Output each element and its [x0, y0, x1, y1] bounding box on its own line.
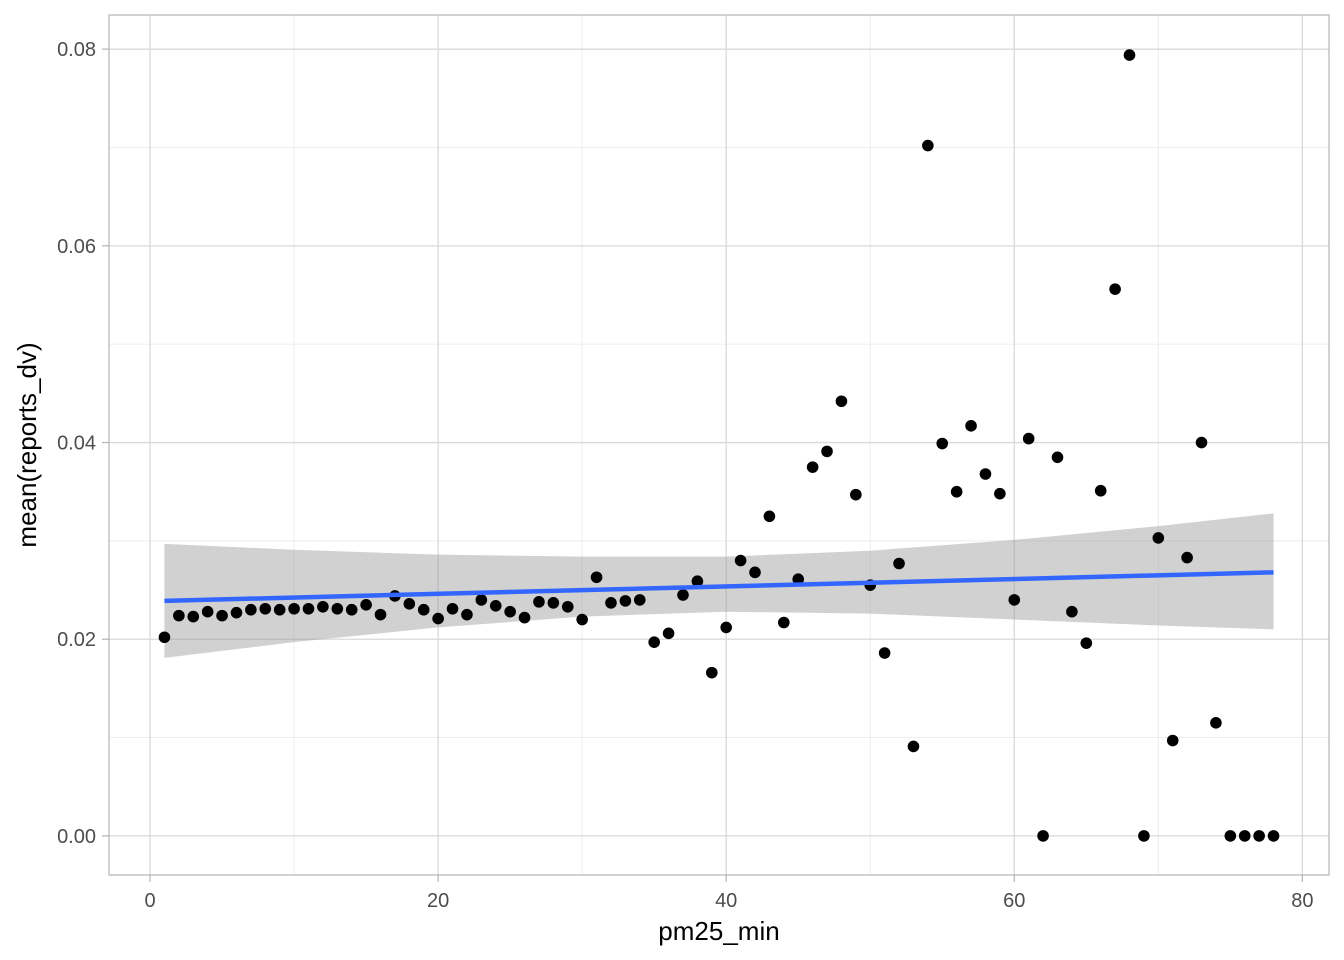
data-point: [561, 600, 574, 613]
data-point: [331, 602, 344, 615]
data-point: [1224, 830, 1237, 842]
data-points: [158, 49, 1280, 842]
data-point: [821, 445, 833, 458]
data-point: [936, 437, 949, 450]
panel-border: [108, 14, 1330, 876]
data-point: [1181, 551, 1193, 564]
data-point: [893, 557, 905, 570]
data-point: [720, 621, 733, 634]
data-point: [1267, 830, 1280, 842]
y-tick-label: 0.04: [57, 433, 96, 455]
data-point: [792, 573, 805, 586]
data-point: [619, 595, 632, 607]
data-point: [461, 608, 473, 621]
x-tick-label: 60: [1003, 890, 1025, 912]
x-axis-title: pm25_min: [658, 916, 779, 946]
y-tick-label: 0.08: [57, 39, 96, 61]
data-point: [417, 603, 430, 616]
data-point: [965, 420, 977, 432]
data-point: [1152, 532, 1165, 544]
grid-minor: [109, 15, 1329, 875]
smooth-line-group: [164, 570, 1274, 604]
data-point: [1166, 734, 1179, 747]
data-point: [259, 602, 272, 615]
data-point: [1195, 436, 1208, 449]
data-point: [345, 603, 358, 616]
data-point: [806, 461, 819, 473]
data-point: [360, 599, 372, 611]
data-point: [1080, 637, 1093, 649]
data-point: [288, 602, 300, 615]
data-point: [432, 612, 444, 625]
data-point: [691, 575, 704, 588]
data-point: [518, 611, 531, 624]
data-point: [1109, 283, 1121, 295]
data-point: [749, 566, 761, 579]
y-tick-label: 0.06: [57, 236, 96, 258]
y-tick-label: 0.02: [57, 629, 96, 651]
x-tick-labels: 0 20 40 60 80: [144, 890, 1313, 912]
data-point: [633, 594, 646, 606]
data-point: [648, 636, 660, 648]
data-point: [1138, 830, 1150, 842]
data-point: [662, 627, 675, 640]
data-point: [446, 602, 459, 615]
data-point: [302, 602, 315, 615]
y-tick-label: 0.00: [57, 826, 96, 848]
data-point: [173, 609, 185, 622]
data-point: [1066, 605, 1078, 618]
data-point: [504, 605, 516, 618]
data-point: [374, 608, 387, 621]
data-point: [979, 468, 992, 480]
data-point: [187, 610, 200, 623]
smooth-line: [164, 570, 1274, 604]
data-point: [878, 647, 891, 659]
data-point: [763, 510, 776, 523]
data-point: [605, 597, 617, 609]
data-point: [835, 395, 848, 408]
data-point: [216, 609, 228, 622]
x-tick-label: 40: [715, 890, 737, 912]
data-point: [950, 485, 963, 498]
axes-ticks: [102, 48, 1303, 882]
data-point: [158, 631, 171, 644]
data-point: [705, 666, 718, 679]
data-point: [1094, 484, 1107, 497]
data-point: [403, 598, 416, 610]
data-point: [547, 597, 560, 609]
data-point: [778, 616, 790, 629]
data-point: [1037, 830, 1049, 842]
data-point: [230, 606, 243, 619]
data-point: [533, 596, 545, 608]
data-point: [576, 613, 588, 626]
data-point: [994, 487, 1006, 500]
data-point: [317, 600, 329, 613]
data-point: [475, 594, 488, 606]
x-tick-label: 0: [144, 890, 155, 912]
data-point: [1253, 830, 1265, 842]
grid-major: [109, 15, 1329, 875]
x-tick-label: 20: [427, 890, 449, 912]
data-point: [201, 605, 214, 618]
data-point: [907, 740, 920, 753]
data-point: [489, 599, 502, 612]
data-point: [273, 603, 286, 616]
data-point: [734, 554, 747, 567]
data-point: [245, 603, 257, 616]
data-point: [677, 589, 689, 601]
data-point: [590, 571, 603, 584]
y-axis-title: mean(reports_dv): [12, 342, 42, 547]
y-tick-labels: 0.00 0.02 0.04 0.06 0.08: [57, 39, 96, 848]
data-point: [850, 488, 862, 501]
data-point: [1008, 594, 1021, 606]
data-point: [922, 139, 934, 152]
data-point: [1022, 432, 1035, 445]
x-tick-label: 80: [1291, 890, 1313, 912]
data-point: [1123, 49, 1136, 61]
data-point: [1210, 717, 1222, 729]
data-point: [1238, 830, 1251, 842]
data-point: [1051, 451, 1064, 464]
